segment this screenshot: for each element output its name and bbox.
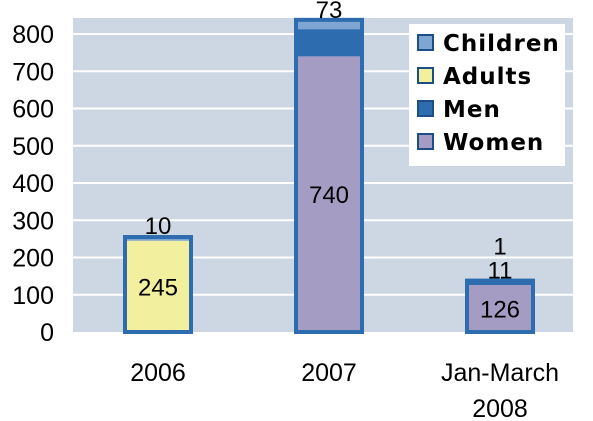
y-tick-label: 700 [12, 58, 54, 86]
bar-segment-adults [125, 240, 191, 332]
bar-segment-men [296, 29, 362, 57]
segment-value-label: 126 [480, 297, 520, 324]
bars [123, 17, 535, 334]
x-axis-tick-labels: 2006 2007 Jan-March 2008 [130, 359, 559, 421]
legend-label-women: Women [443, 130, 544, 156]
x-tick-label: 2006 [130, 359, 186, 387]
legend-swatch-women [417, 133, 434, 150]
bar-segment-children [296, 19, 362, 30]
bar-outline [465, 278, 535, 334]
legend-box [409, 24, 565, 166]
y-tick-label: 600 [12, 96, 54, 124]
legend-label-adults: Adults [443, 64, 532, 90]
legend-label-men: Men [443, 97, 501, 123]
legend-swatch-men [417, 100, 434, 117]
segment-value-label: 245 [138, 274, 178, 301]
segment-labels: 245107407325126111 [138, 0, 520, 324]
bar-segment-women [467, 285, 533, 332]
segment-value-label: 10 [145, 213, 172, 240]
x-tick-label: 2008 [472, 395, 528, 421]
y-tick-label: 200 [12, 245, 54, 273]
y-tick-label: 800 [12, 21, 54, 49]
legend-label-children: Children [443, 31, 560, 57]
segment-value-label: 740 [309, 182, 349, 209]
y-tick-label: 0 [40, 319, 54, 347]
y-tick-label: 100 [12, 282, 54, 310]
legend-swatch-adults [417, 67, 434, 84]
bar-segment-men [467, 280, 533, 286]
y-axis-tick-labels: 0 100 200 300 400 500 600 700 800 [12, 21, 54, 347]
bar-segment-women [296, 56, 362, 332]
x-tick-label: 2007 [301, 359, 357, 387]
bar-outline [294, 17, 364, 334]
segment-value-label: 73 [316, 0, 343, 24]
y-tick-label: 300 [12, 207, 54, 235]
legend: Children Adults Men Women [409, 24, 565, 166]
segment-value-label: 11 [488, 258, 513, 285]
legend-swatch-children [417, 34, 434, 51]
segment-value-label: 1 [493, 234, 506, 261]
x-tick-label: Jan-March [441, 359, 559, 387]
bar-outline [123, 235, 193, 334]
y-tick-label: 400 [12, 170, 54, 198]
y-tick-label: 500 [12, 133, 54, 161]
